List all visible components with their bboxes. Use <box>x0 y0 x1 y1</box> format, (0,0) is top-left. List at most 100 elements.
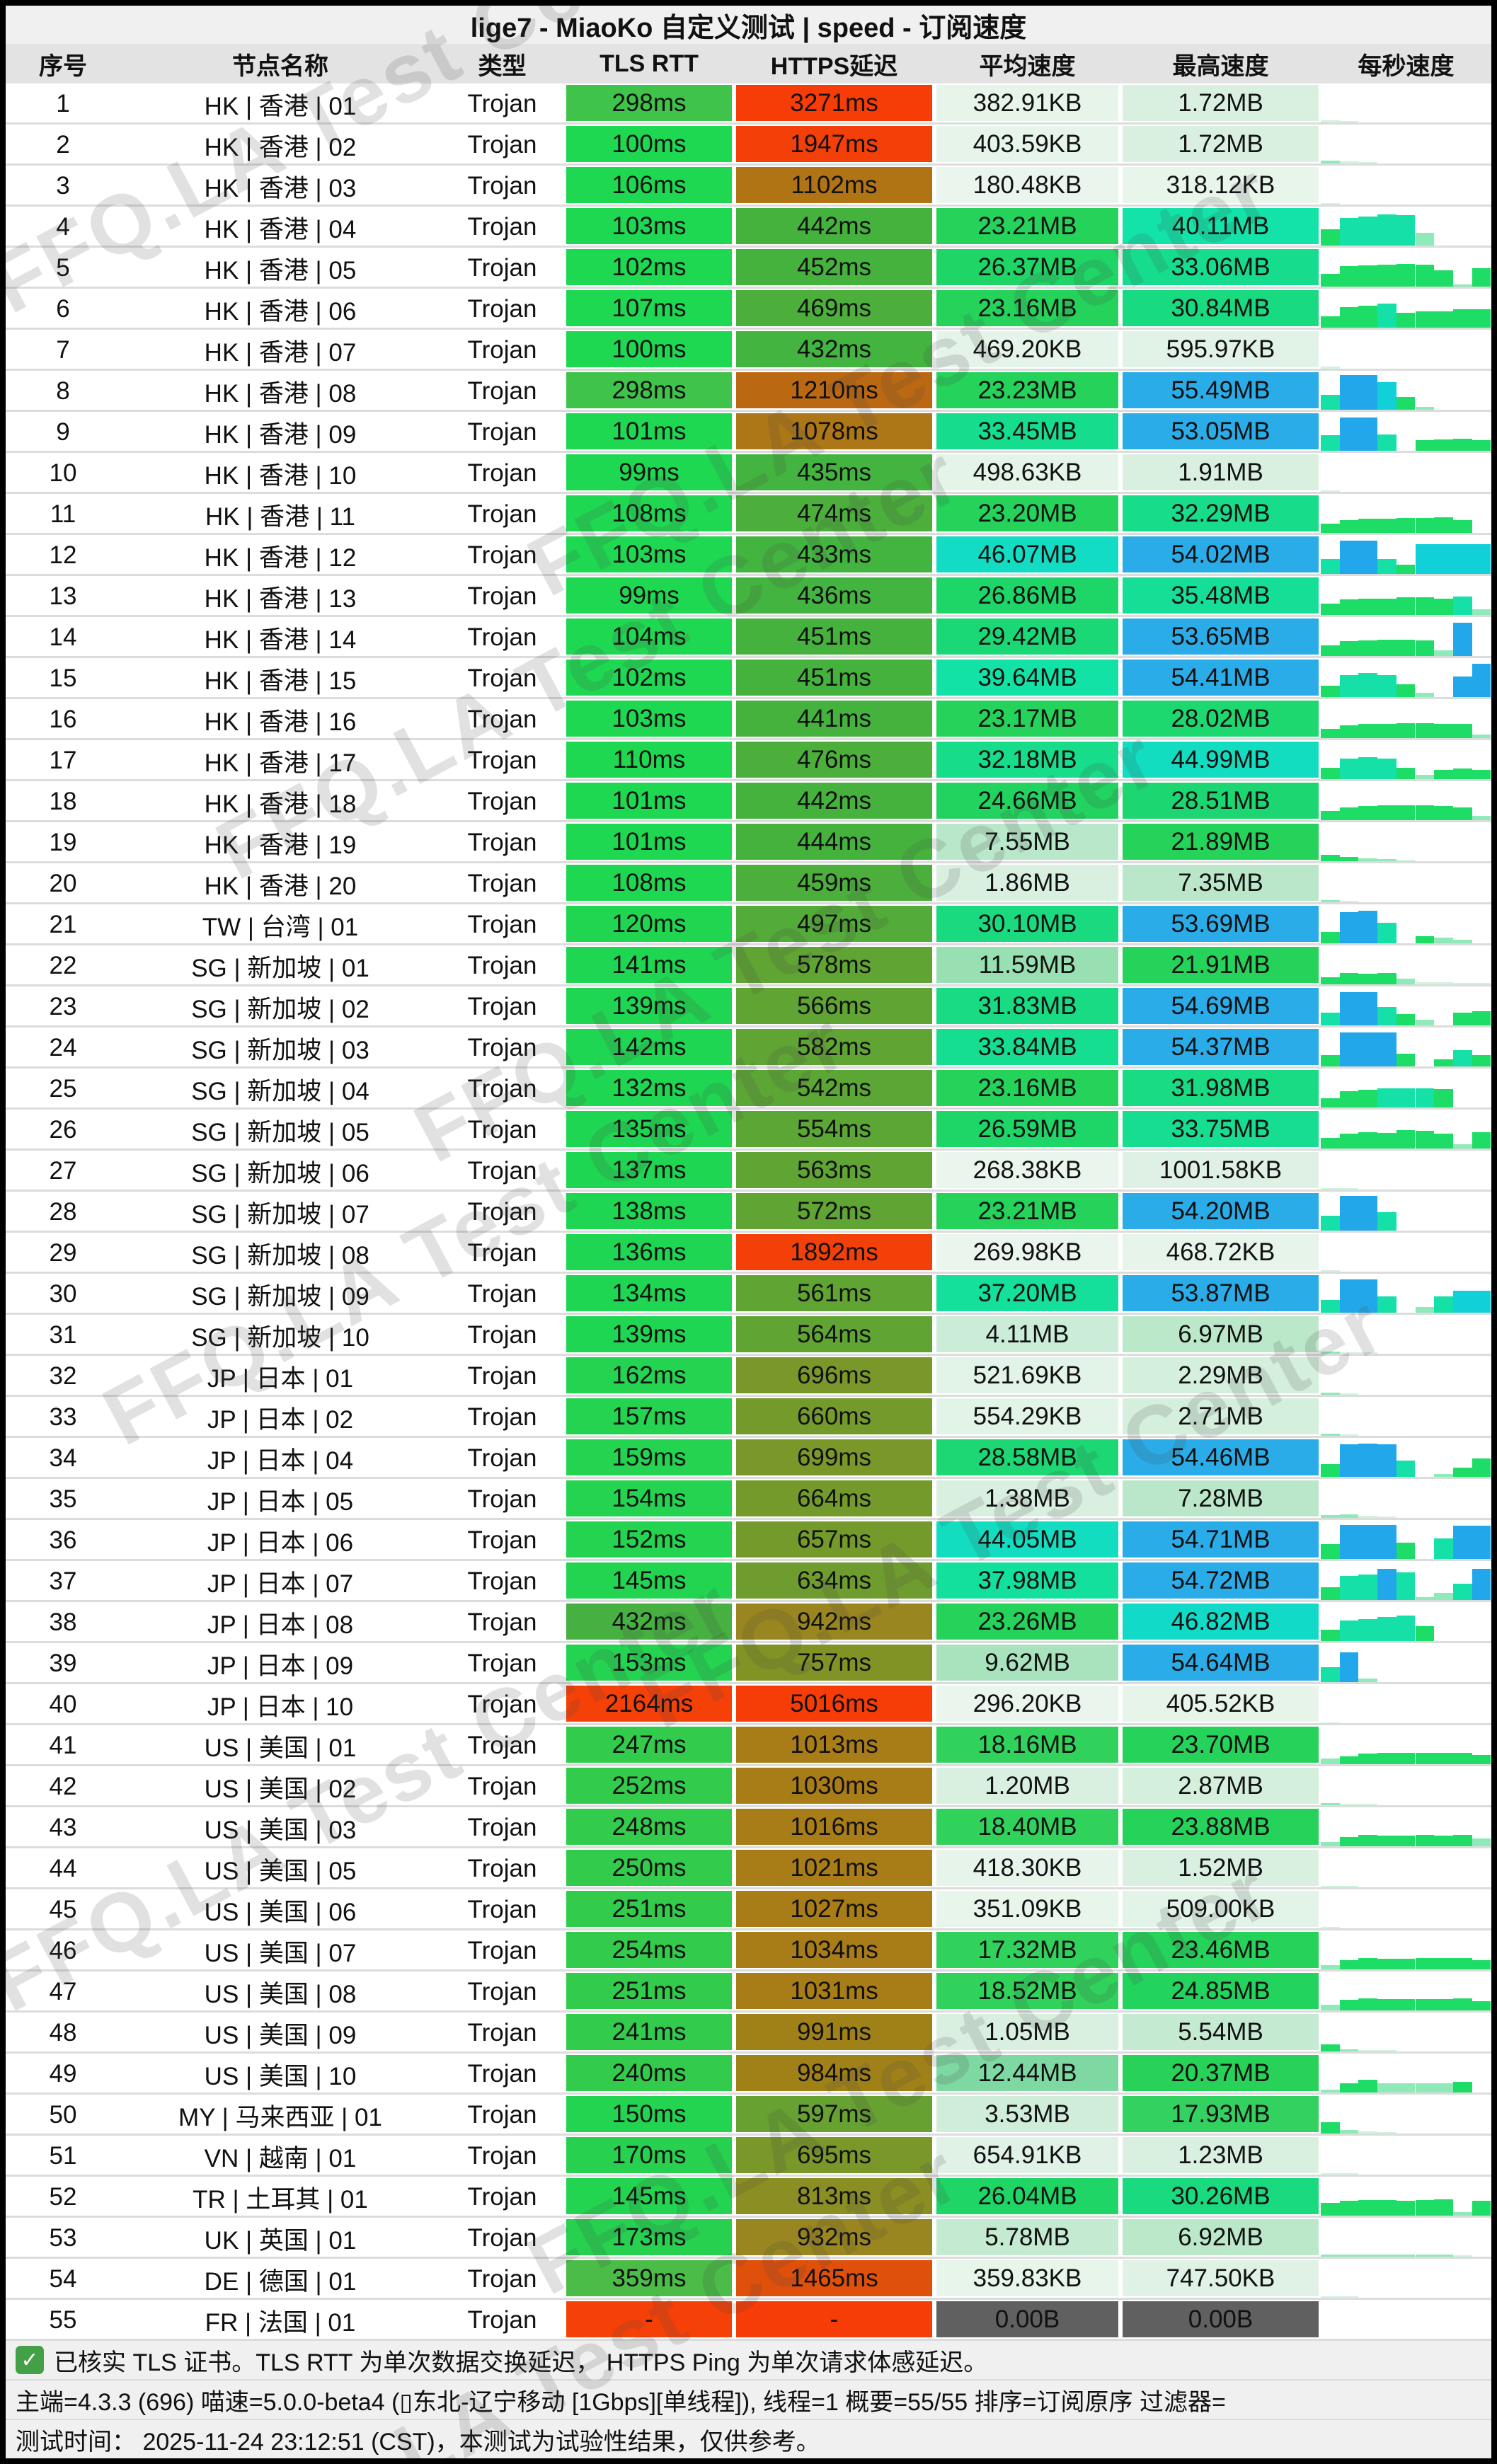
speed-bar <box>1434 938 1453 943</box>
avg-speed-cell: 521.69KB <box>936 1357 1118 1393</box>
speed-bar <box>1396 1543 1416 1559</box>
avg-speed-cell: 26.04MB <box>936 2178 1118 2214</box>
speed-bar <box>1358 375 1378 410</box>
speed-bar <box>1452 2212 1472 2216</box>
speed-bar <box>1321 1464 1340 1477</box>
type-cell: Trojan <box>467 172 537 200</box>
speed-bar <box>1321 559 1340 574</box>
seq-cell: 30 <box>49 1280 77 1308</box>
per-second-speed-bars <box>1321 1561 1491 1602</box>
speed-bar <box>1396 1088 1416 1107</box>
speed-bar <box>1377 1836 1396 1846</box>
speed-bar <box>1377 599 1396 615</box>
per-second-speed-bars <box>1321 1192 1491 1233</box>
speed-bar <box>1434 1089 1453 1107</box>
https-latency-cell: 699ms <box>736 1439 932 1475</box>
max-speed-cell: 20.37MB <box>1123 2055 1319 2091</box>
max-speed-cell: 53.65MB <box>1123 618 1319 655</box>
type-cell: Trojan <box>467 90 537 117</box>
max-speed-cell: 2.71MB <box>1123 1398 1319 1434</box>
node-name-cell: HK | 香港 | 18 <box>204 790 357 818</box>
node-name-cell: HK | 香港 | 13 <box>204 585 357 613</box>
https-latency-cell: 564ms <box>736 1316 932 1352</box>
per-second-speed-bars <box>1321 1110 1491 1151</box>
speed-bar <box>1358 162 1378 163</box>
type-cell: Trojan <box>467 2183 537 2211</box>
avg-speed-cell: 382.91KB <box>936 85 1118 121</box>
avg-speed-cell: 37.98MB <box>936 1562 1118 1599</box>
speed-bar <box>1377 2132 1396 2134</box>
https-latency-cell: 757ms <box>736 1645 932 1681</box>
speed-bar <box>1396 979 1416 984</box>
tls-rtt-cell: 254ms <box>566 1932 732 1968</box>
https-latency-cell: 634ms <box>736 1562 932 1599</box>
per-second-speed-bars <box>1321 330 1491 371</box>
speed-bar <box>1339 1188 1359 1190</box>
speed-bar <box>1321 1188 1340 1190</box>
avg-speed-cell: 1.20MB <box>936 1768 1118 1804</box>
node-name-cell: HK | 香港 | 17 <box>204 749 357 777</box>
seq-cell: 36 <box>49 1526 77 1554</box>
max-speed-cell: 405.52KB <box>1123 1686 1319 1722</box>
speed-bar <box>1415 1958 1435 1969</box>
seq-cell: 53 <box>49 2224 77 2252</box>
table-row: 47 US | 美国 | 08 Trojan 251ms 1031ms 18.5… <box>6 1971 1491 2013</box>
speed-bar <box>1377 434 1396 451</box>
speed-bar <box>1358 640 1378 656</box>
speed-bar <box>1339 759 1359 779</box>
speed-bar <box>1472 544 1491 574</box>
speed-bar <box>1472 609 1491 615</box>
table-row: 7 HK | 香港 | 07 Trojan 100ms 432ms 469.20… <box>6 330 1491 371</box>
https-latency-cell: 1013ms <box>736 1727 932 1763</box>
node-name-cell: US | 美国 | 10 <box>204 2062 357 2090</box>
speed-bar <box>1321 2090 1340 2092</box>
max-speed-cell: 44.99MB <box>1123 742 1319 778</box>
https-latency-cell: 459ms <box>736 865 932 901</box>
seq-cell: 5 <box>56 254 70 282</box>
speed-bar <box>1377 382 1396 410</box>
type-cell: Trojan <box>467 1075 537 1103</box>
table-row: 9 HK | 香港 | 09 Trojan 101ms 1078ms 33.45… <box>6 412 1491 453</box>
table-row: 33 JP | 日本 | 02 Trojan 157ms 660ms 554.2… <box>6 1397 1491 1438</box>
avg-speed-cell: 18.52MB <box>936 1973 1118 2009</box>
speed-bar <box>1452 623 1472 656</box>
max-speed-cell: 468.72KB <box>1123 1234 1319 1270</box>
node-name-cell: HK | 香港 | 05 <box>204 256 357 284</box>
speed-bar <box>1434 770 1453 779</box>
avg-speed-cell: 418.30KB <box>936 1850 1118 1886</box>
per-second-speed-bars <box>1321 2259 1491 2300</box>
table-row: 52 TR | 土耳其 | 01 Trojan 145ms 813ms 26.0… <box>6 2177 1491 2218</box>
type-cell: Trojan <box>467 1773 537 1800</box>
speed-bar <box>1358 858 1378 861</box>
speed-bar <box>1377 2083 1396 2092</box>
speed-bar <box>1321 1886 1340 1887</box>
node-name-cell: FR | 法国 | 01 <box>205 2308 356 2337</box>
speed-bar <box>1358 673 1378 697</box>
speed-bar <box>1321 2122 1340 2134</box>
speed-bar <box>1339 1434 1359 1436</box>
speed-bar <box>1377 559 1396 574</box>
max-speed-cell: 6.92MB <box>1123 2219 1319 2255</box>
type-cell: Trojan <box>467 1855 537 1882</box>
speed-bar <box>1321 1300 1340 1313</box>
table-row: 11 HK | 香港 | 11 Trojan 108ms 474ms 23.20… <box>6 494 1491 535</box>
speed-bar <box>1472 735 1491 738</box>
node-name-cell: US | 美国 | 02 <box>204 1775 357 1803</box>
speed-bar <box>1434 1999 1453 2010</box>
node-name-cell: JP | 日本 | 01 <box>207 1364 354 1393</box>
speed-bar <box>1358 992 1378 1025</box>
type-cell: Trojan <box>467 1157 537 1185</box>
speed-bar <box>1452 1468 1472 1477</box>
https-latency-cell: 1021ms <box>736 1850 932 1886</box>
seq-cell: 54 <box>49 2265 77 2293</box>
speed-bar <box>1321 274 1340 287</box>
speed-bar <box>1452 1753 1472 1764</box>
speed-bar <box>1415 2255 1435 2257</box>
speed-bar <box>1472 2001 1491 2010</box>
speed-bar <box>1415 1835 1435 1846</box>
tls-rtt-cell: 145ms <box>566 2178 732 2214</box>
table-row: 32 JP | 日本 | 01 Trojan 162ms 696ms 521.6… <box>6 1356 1491 1397</box>
speed-bar <box>1472 770 1491 779</box>
speed-bar <box>1452 1584 1472 1600</box>
speed-bar <box>1377 1617 1396 1641</box>
